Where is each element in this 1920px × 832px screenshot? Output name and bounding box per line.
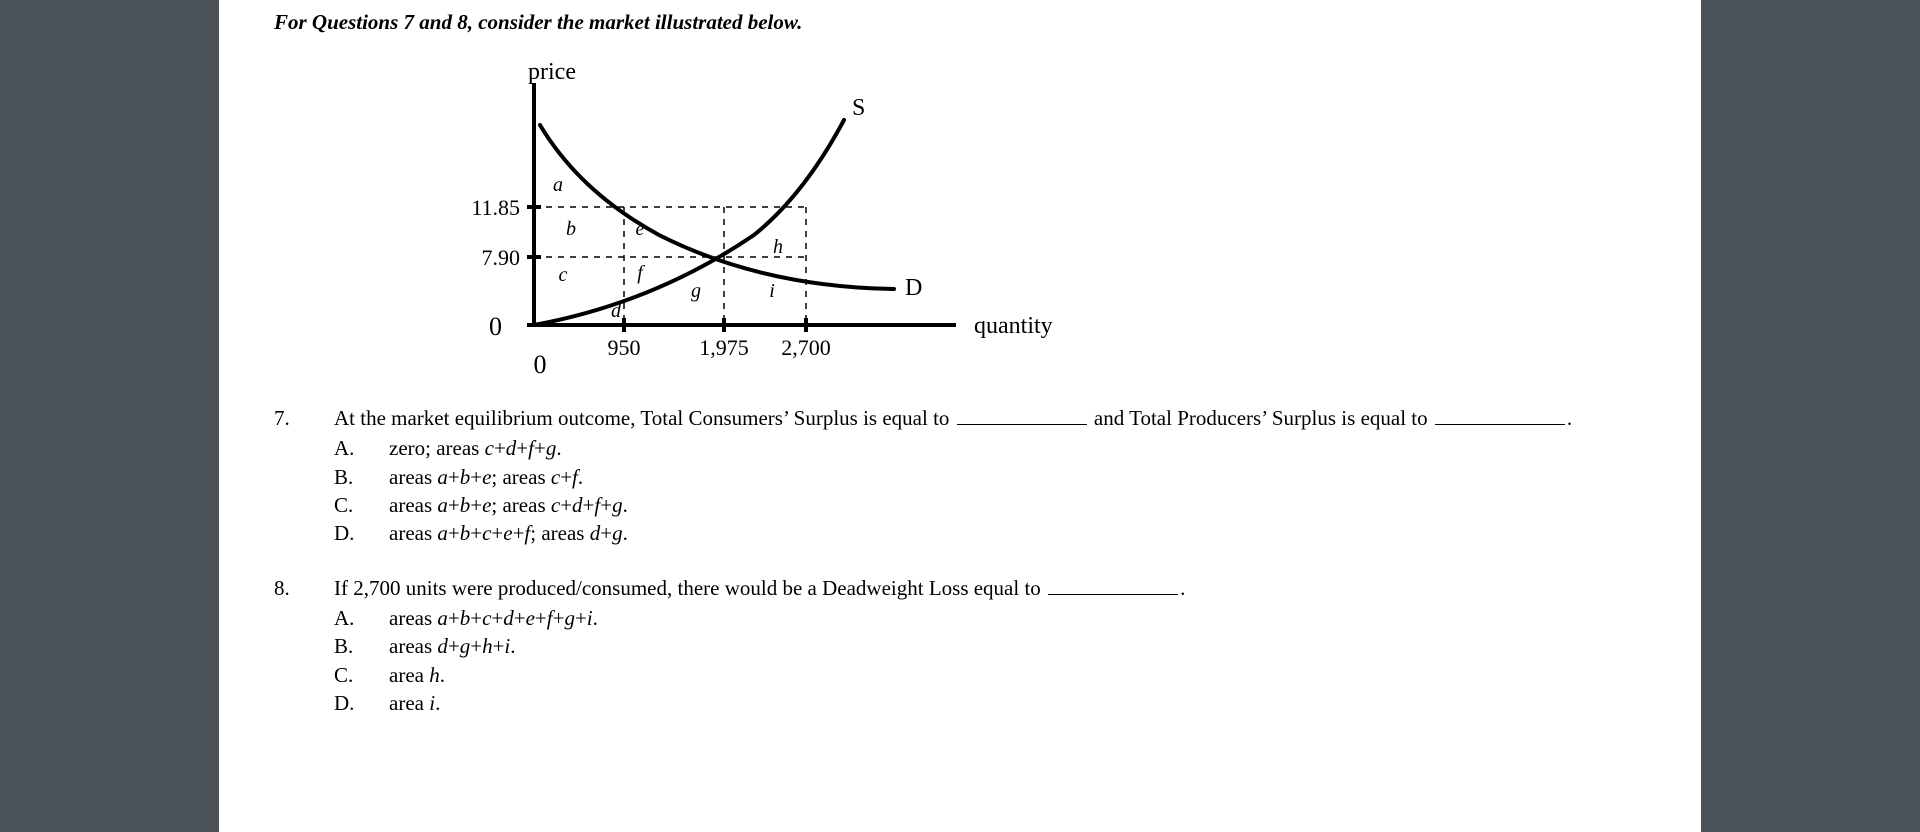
svg-text:950: 950 — [608, 335, 641, 360]
svg-text:7.90: 7.90 — [482, 245, 521, 270]
svg-text:c: c — [559, 264, 568, 286]
question-body: At the market equilibrium outcome, Total… — [334, 404, 1634, 548]
question: 7.At the market equilibrium outcome, Tot… — [274, 404, 1634, 548]
choice-letter: B. — [334, 632, 389, 660]
svg-text:b: b — [566, 218, 576, 240]
choice-letter: C. — [334, 491, 389, 519]
question-number: 8. — [274, 574, 334, 718]
svg-text:quantity: quantity — [974, 313, 1053, 339]
fill-blank — [957, 406, 1087, 425]
fill-blank — [1048, 576, 1178, 595]
svg-text:1,975: 1,975 — [699, 335, 749, 360]
choice-letter: A. — [334, 434, 389, 462]
svg-text:e: e — [636, 218, 645, 240]
fill-blank — [1435, 406, 1565, 425]
question-stem: If 2,700 units were produced/consumed, t… — [334, 574, 1634, 602]
document-page: For Questions 7 and 8, consider the mark… — [219, 0, 1701, 832]
question-number: 7. — [274, 404, 334, 548]
chart-svg: 11.85 7.90 0 950 1,975 2,700 0 price quantity S Da… — [334, 35, 1054, 385]
market-chart: 11.85 7.90 0 950 1,975 2,700 0 price quantity S Da… — [334, 35, 1634, 390]
choice: D.area i. — [334, 689, 1634, 717]
choice-text: area h. — [389, 661, 445, 689]
choice: C.area h. — [334, 661, 1634, 689]
svg-text:f: f — [637, 262, 645, 284]
choice-text: areas a+b+e; areas c+d+f+g. — [389, 491, 628, 519]
choice: A.zero; areas c+d+f+g. — [334, 434, 1634, 462]
svg-text:0: 0 — [489, 312, 502, 341]
choices: A.zero; areas c+d+f+g.B.areas a+b+e; are… — [334, 434, 1634, 547]
svg-text:0: 0 — [534, 350, 547, 379]
questions-block: 7.At the market equilibrium outcome, Tot… — [274, 404, 1634, 717]
choice-text: areas d+g+h+i. — [389, 632, 516, 660]
choice-text: areas a+b+c+e+f; areas d+g. — [389, 519, 628, 547]
svg-text:2,700: 2,700 — [781, 335, 831, 360]
choice-letter: D. — [334, 689, 389, 717]
choice-text: area i. — [389, 689, 440, 717]
choice-letter: D. — [334, 519, 389, 547]
svg-text:11.85: 11.85 — [471, 195, 520, 220]
svg-text:D: D — [905, 275, 922, 301]
svg-text:price: price — [528, 59, 576, 85]
choice-letter: A. — [334, 604, 389, 632]
choice-text: areas a+b+c+d+e+f+g+i. — [389, 604, 598, 632]
choice-text: zero; areas c+d+f+g. — [389, 434, 562, 462]
choice: B.areas a+b+e; areas c+f. — [334, 463, 1634, 491]
svg-text:S: S — [852, 95, 865, 121]
svg-text:h: h — [773, 236, 783, 258]
choices: A.areas a+b+c+d+e+f+g+i.B.areas d+g+h+i.… — [334, 604, 1634, 717]
content-area: For Questions 7 and 8, consider the mark… — [274, 0, 1634, 743]
choice: A.areas a+b+c+d+e+f+g+i. — [334, 604, 1634, 632]
question-stem: At the market equilibrium outcome, Total… — [334, 404, 1634, 432]
svg-text:d: d — [611, 300, 622, 322]
choice-text: areas a+b+e; areas c+f. — [389, 463, 583, 491]
svg-text:a: a — [553, 174, 563, 196]
choice: D.areas a+b+c+e+f; areas d+g. — [334, 519, 1634, 547]
choice-letter: B. — [334, 463, 389, 491]
choice: B.areas d+g+h+i. — [334, 632, 1634, 660]
svg-text:g: g — [691, 280, 701, 302]
question-body: If 2,700 units were produced/consumed, t… — [334, 574, 1634, 718]
instruction-text: For Questions 7 and 8, consider the mark… — [274, 10, 1634, 35]
choice: C.areas a+b+e; areas c+d+f+g. — [334, 491, 1634, 519]
question: 8.If 2,700 units were produced/consumed,… — [274, 574, 1634, 718]
svg-text:i: i — [769, 280, 775, 302]
choice-letter: C. — [334, 661, 389, 689]
